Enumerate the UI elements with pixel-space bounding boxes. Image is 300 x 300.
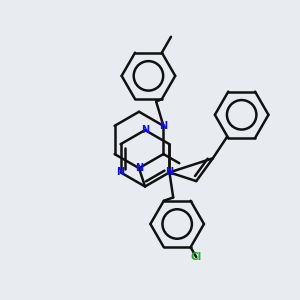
Text: N: N xyxy=(141,125,149,135)
Text: N: N xyxy=(165,167,173,177)
Text: Cl: Cl xyxy=(190,252,202,262)
Text: N: N xyxy=(116,167,125,177)
Text: N: N xyxy=(159,121,167,131)
Text: N: N xyxy=(135,163,143,173)
